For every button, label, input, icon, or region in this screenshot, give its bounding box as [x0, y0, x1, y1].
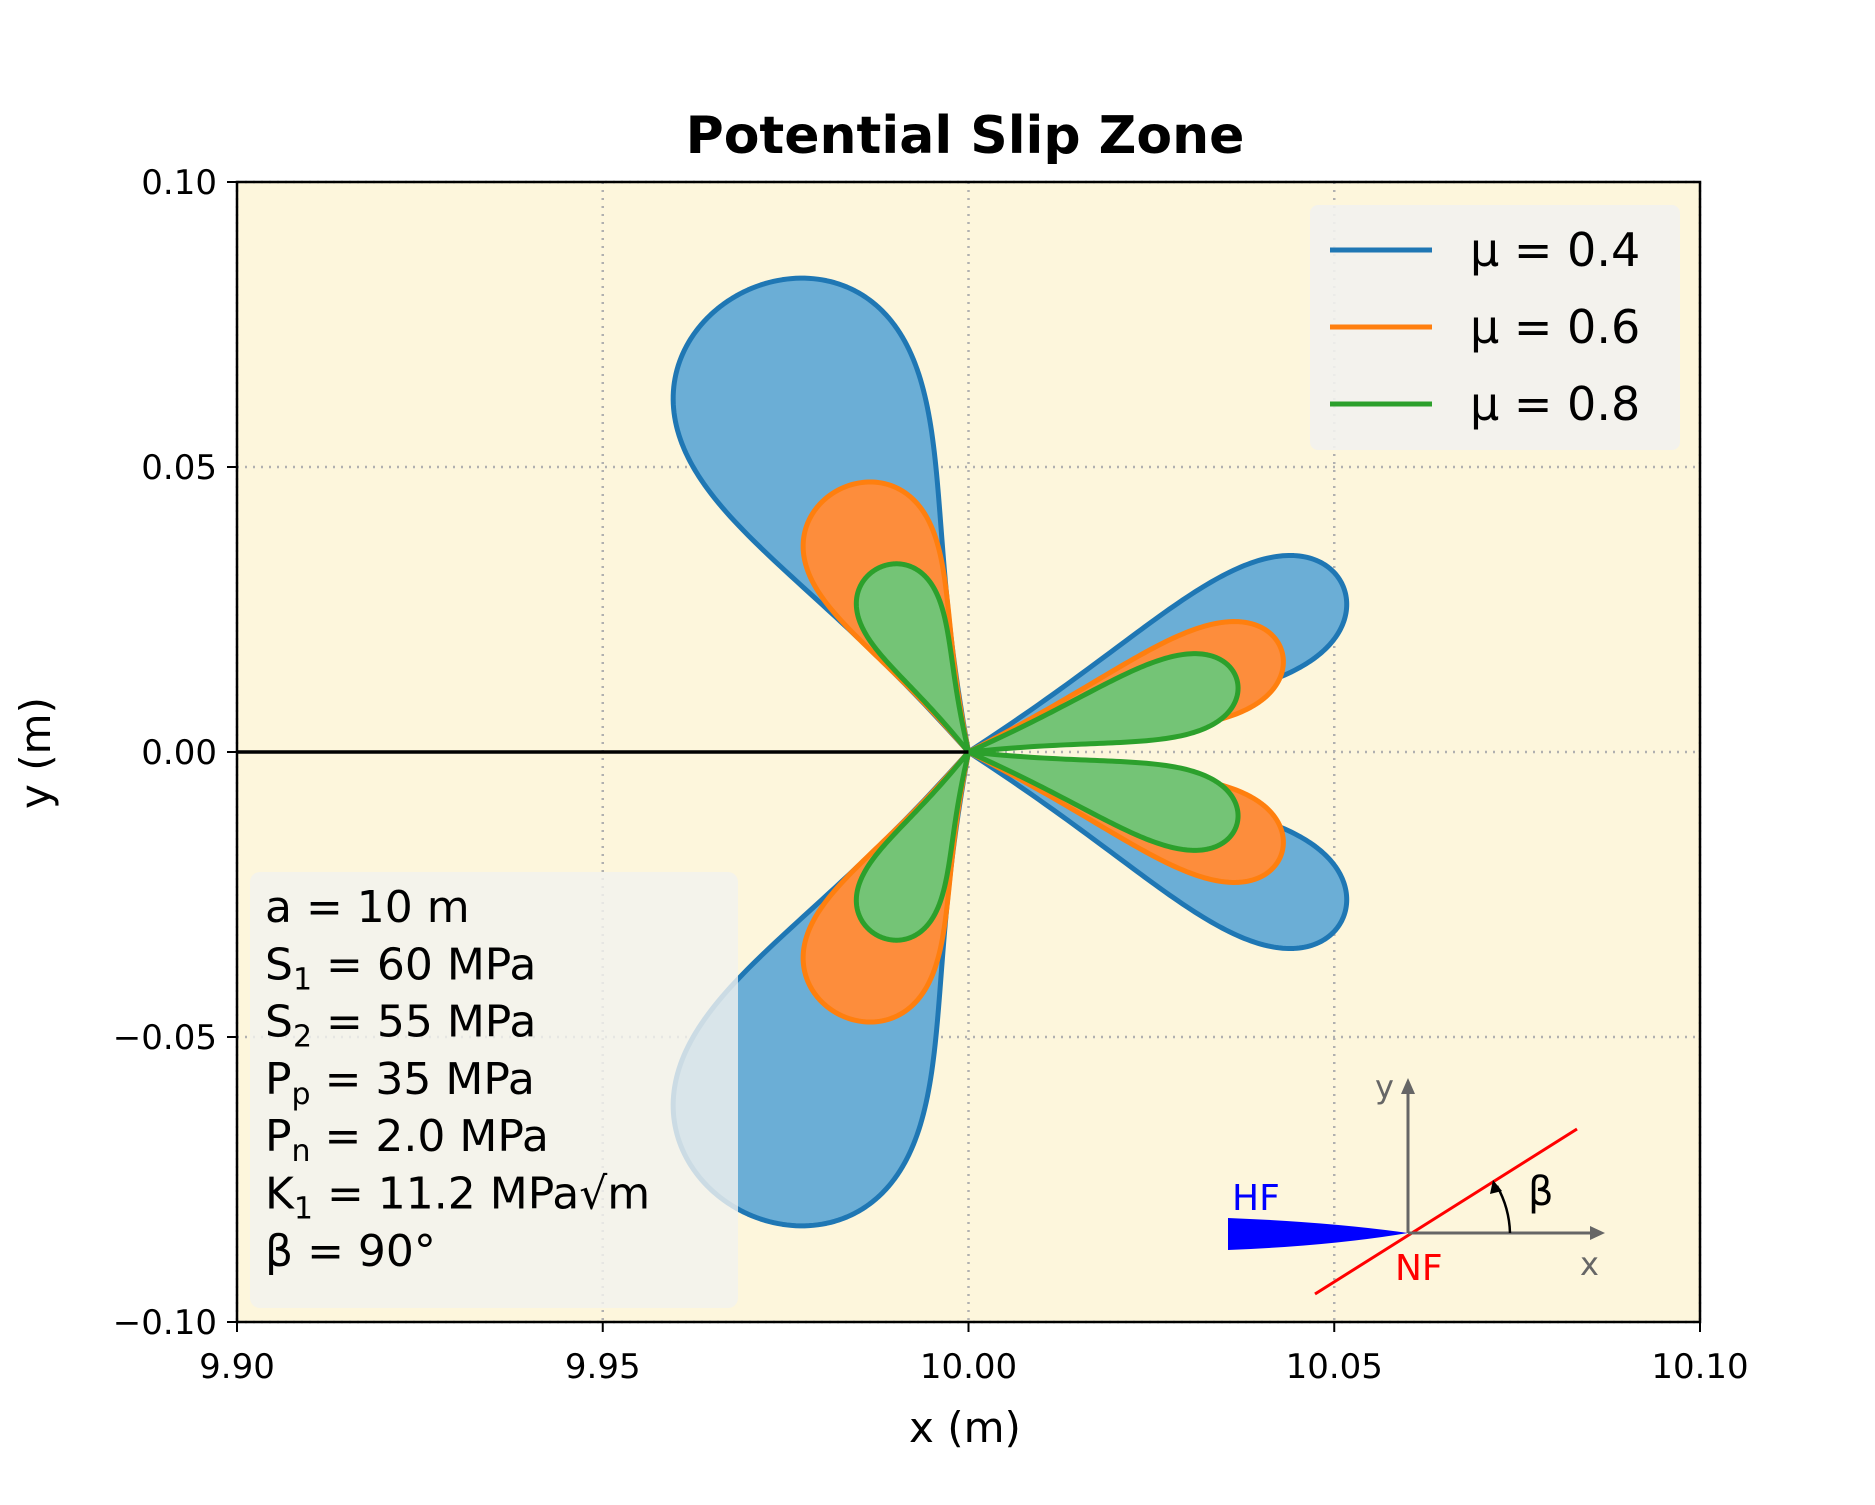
y-tick-label: 0.00 — [141, 733, 217, 773]
x-tick-label: 10.00 — [920, 1347, 1017, 1387]
beta-label: β — [1528, 1169, 1554, 1215]
series-2-lobe-0-upper — [853, 561, 971, 755]
inset-y-arrowhead — [1401, 1078, 1415, 1094]
series-2-lobes — [853, 561, 1241, 943]
legend-label-0: μ = 0.4 — [1470, 223, 1640, 277]
y-tick-label: −0.10 — [113, 1303, 217, 1343]
parameter-line-2: S2 = 55 MPa — [265, 997, 536, 1055]
parameter-line-0: a = 10 m — [265, 882, 470, 933]
nf-label: NF — [1395, 1248, 1443, 1289]
y-tick-label: 0.10 — [141, 163, 217, 203]
series-2-lobe-1-lower — [966, 749, 1241, 853]
y-tick-label: 0.05 — [141, 448, 217, 488]
legend-box — [1310, 205, 1680, 450]
series-2-lobe-0-lower — [853, 749, 971, 943]
parameter-line-4: Pn = 2.0 MPa — [265, 1111, 549, 1169]
hydraulic-fracture-shape — [1228, 1218, 1408, 1250]
legend-label-2: μ = 0.8 — [1470, 377, 1640, 431]
hf-label: HF — [1232, 1178, 1280, 1219]
inset-x-label: x — [1580, 1245, 1599, 1283]
y-axis-label: y (m) — [11, 697, 60, 809]
series-2-lobe-1-upper — [966, 651, 1241, 755]
inset-y-label: y — [1375, 1068, 1394, 1106]
natural-fracture-line — [1314, 1127, 1578, 1296]
x-tick-label: 10.05 — [1286, 1347, 1383, 1387]
chart-title: Potential Slip Zone — [686, 106, 1245, 166]
fracture-schematic: β HF NF x y — [1228, 1068, 1605, 1296]
x-tick-label: 10.10 — [1651, 1347, 1748, 1387]
inset-x-arrowhead — [1590, 1226, 1605, 1240]
x-tick-label: 9.90 — [199, 1347, 275, 1387]
x-tick-label: 9.95 — [565, 1347, 641, 1387]
x-axis-label: x (m) — [909, 1403, 1021, 1452]
parameter-line-1: S1 = 60 MPa — [265, 939, 536, 997]
lobe-layer — [670, 275, 1350, 1229]
legend: μ = 0.4 μ = 0.6 μ = 0.8 — [1310, 205, 1680, 450]
parameter-line-3: Pp = 35 MPa — [265, 1054, 535, 1112]
parameter-line-6: β = 90° — [265, 1226, 436, 1277]
legend-label-1: μ = 0.6 — [1470, 300, 1640, 354]
y-tick-label: −0.05 — [113, 1018, 217, 1058]
parameter-line-5: K1 = 11.2 MPa√m — [265, 1169, 650, 1227]
parameter-box-bg — [250, 872, 738, 1308]
beta-arrowhead — [1490, 1180, 1502, 1194]
